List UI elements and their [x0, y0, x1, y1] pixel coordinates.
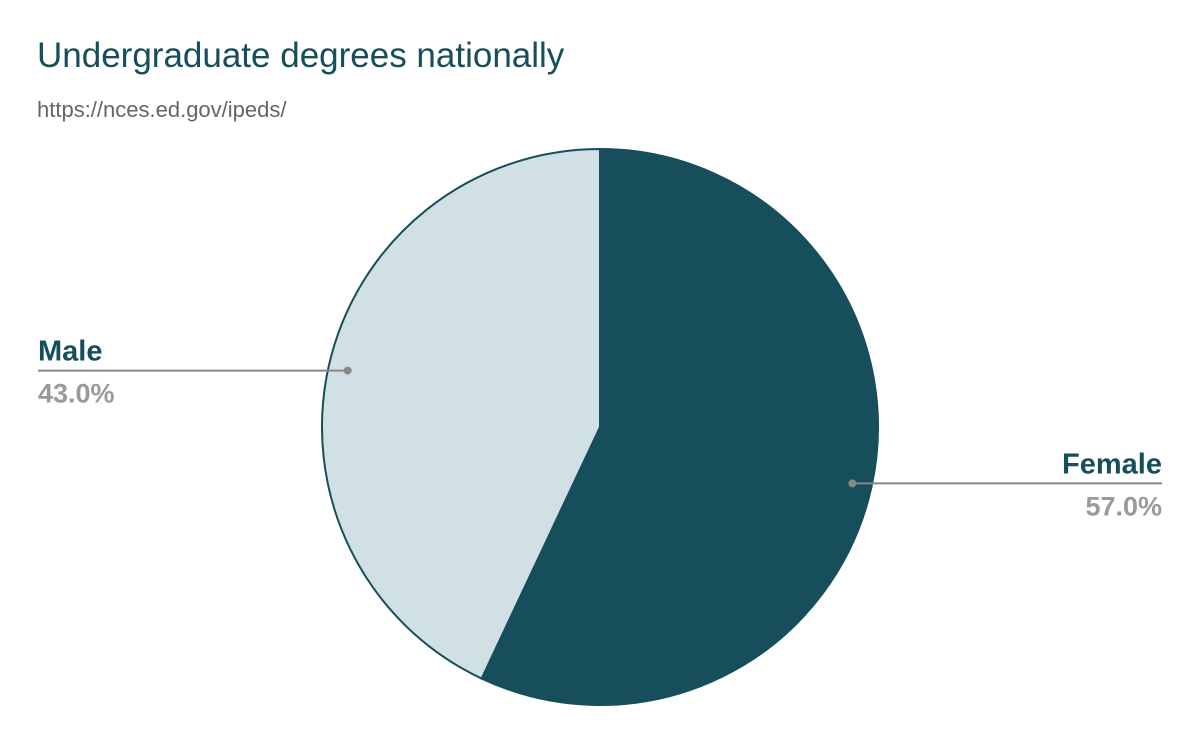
pie-slice-male [320, 147, 601, 680]
chart-subtitle: https://nces.ed.gov/ipeds/ [37, 97, 287, 122]
slice-value-female: 57.0% [1085, 491, 1162, 521]
chart-title: Undergraduate degrees nationally [37, 36, 565, 75]
slice-value-male: 43.0% [38, 379, 115, 409]
pie-slice-female [480, 147, 879, 706]
slice-label-male: Male [38, 336, 102, 368]
leader-dot-female [848, 479, 857, 488]
slice-label-female: Female [1062, 448, 1162, 480]
leader-dot-male [343, 366, 352, 375]
